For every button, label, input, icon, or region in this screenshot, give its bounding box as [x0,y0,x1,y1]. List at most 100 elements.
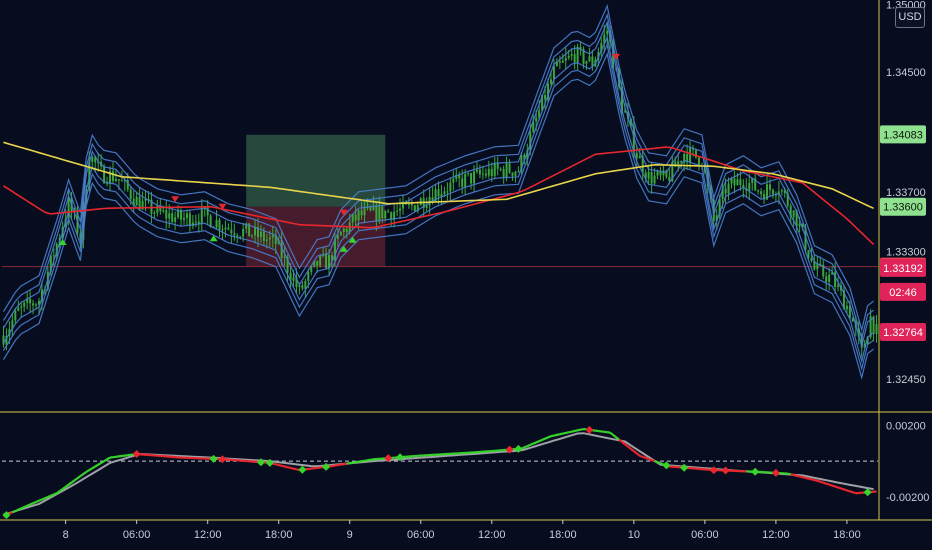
candle-body [831,272,834,275]
oscillator-fast-segment [23,504,28,509]
oscillator-fast-segment [281,464,285,468]
candle-body [757,190,760,192]
candle-body [863,343,866,348]
candle-body [316,260,319,266]
candle-body [410,203,413,206]
candle-body [822,264,825,277]
candle-body [141,200,144,210]
candle-body [153,212,156,214]
buy-signal-icon [339,245,348,252]
candle-body [271,234,274,238]
currency-selector-button[interactable]: USD [895,7,925,28]
oscillator-cross-marker [709,466,718,475]
candle-body [718,198,721,216]
candle-body [289,272,292,281]
candle-body [40,289,43,301]
candle-body [298,285,301,287]
candle-body [582,49,585,64]
candle-body [26,298,29,303]
candle-body [623,111,626,113]
oscillator-fast-segment [654,460,658,464]
candle-body [354,214,357,221]
time-axis-label: 06:00 [123,529,151,541]
candle-body [452,178,455,183]
candle-body [712,199,715,221]
candle-body [123,179,126,182]
candle-body [674,161,677,167]
candle-body [280,240,283,258]
candle-body [837,285,840,287]
oscillator-fast-segment [819,480,824,484]
candle-body [736,179,739,186]
oscillator-fast-segment [44,495,49,500]
candle-body [526,149,529,160]
oscillator-fast-segment [284,465,288,469]
candle-body [339,231,342,236]
time-axis-label: 8 [63,529,69,541]
candle-body [162,210,165,212]
oscillator-fast-segment [831,484,836,488]
candle-body [129,189,132,199]
price-tag [880,282,926,301]
candle-body [668,176,671,181]
candle-body [653,175,656,184]
oscillator-cross-marker [514,444,523,453]
oscillator-fast-segment [29,502,34,506]
candle-body [579,46,582,50]
oscillator-fast-segment [556,433,561,436]
oscillator-cross-marker [322,462,331,471]
candle-body [804,227,807,251]
oscillator-fast-segment [62,485,67,490]
candle-body [381,206,384,219]
price-tag-label: 1.33192 [883,263,923,275]
candle-body [730,178,733,184]
candle-body [390,212,393,220]
oscillator-fast-segment [802,476,806,479]
oscillator-fast-segment [651,459,655,463]
price-tag-label: 1.34083 [883,129,923,141]
candle-body [715,215,718,221]
oscillator-fast-segment [627,445,632,450]
oscillator-fast-segment [837,486,842,490]
candle-body [470,172,473,184]
candle-body [650,171,653,184]
candle-body [635,152,638,159]
oscillator-fast-segment [615,436,620,441]
candle-body [742,184,745,189]
oscillator-fast-segment [91,465,96,470]
candle-body [67,197,70,219]
candle-body [478,169,481,175]
oscillator-cross-marker [298,465,307,474]
candle-body [97,162,100,164]
oscillator-fast-segment [56,490,61,495]
candle-body [828,274,831,282]
oscillator-cross-marker [2,511,11,520]
candle-body [816,263,819,270]
candle-body [514,171,517,176]
candle-body [813,261,816,270]
candle-body [360,210,363,216]
oscillator-cross-marker [771,468,780,477]
candle-body [484,173,487,176]
candle-body [860,336,863,348]
price-tag [880,258,926,277]
candle-body [857,327,860,337]
candle-body [875,324,878,334]
oscillator-fast-segment [85,469,90,473]
oscillator-fast-segment [648,457,652,462]
candle-body [304,281,307,289]
time-axis-label: 12:00 [194,529,222,541]
candle-body [621,86,624,112]
candle-body [727,183,730,194]
oscillator-cross-marker [662,461,671,470]
buy-signal-icon [348,236,357,243]
candle-body [174,217,177,222]
candle-body [372,205,375,211]
oscillator-fast-segment [59,488,64,493]
candle-body [245,223,248,229]
oscillator-fast-segment [14,508,19,513]
candle-body [431,197,434,203]
candle-body [375,205,378,222]
